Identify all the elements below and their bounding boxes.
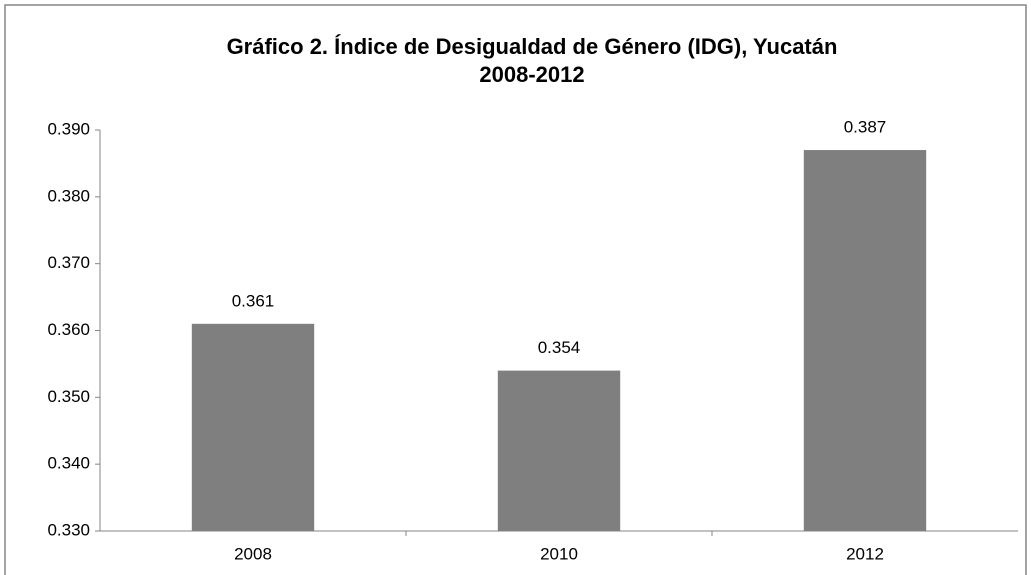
chart-title: Gráfico 2. Índice de Desigualdad de Géne… [227,34,838,59]
x-tick-label: 2012 [846,544,884,563]
bar [803,150,927,532]
y-tick-label: 0.360 [47,320,90,339]
x-tick-label: 2008 [234,544,272,563]
data-label: 0.354 [538,338,581,357]
data-label: 0.361 [232,291,275,310]
y-tick-label: 0.390 [47,119,90,138]
y-tick-label: 0.380 [47,186,90,205]
bar [497,370,621,531]
y-tick-label: 0.370 [47,253,90,272]
y-tick-label: 0.340 [47,454,90,473]
chart-title: 2008-2012 [479,62,584,87]
bar [191,323,315,531]
y-tick-label: 0.330 [47,520,90,539]
y-tick-label: 0.350 [47,387,90,406]
x-tick-label: 2010 [540,544,578,563]
data-label: 0.387 [844,118,887,137]
chart-border [4,4,1027,575]
